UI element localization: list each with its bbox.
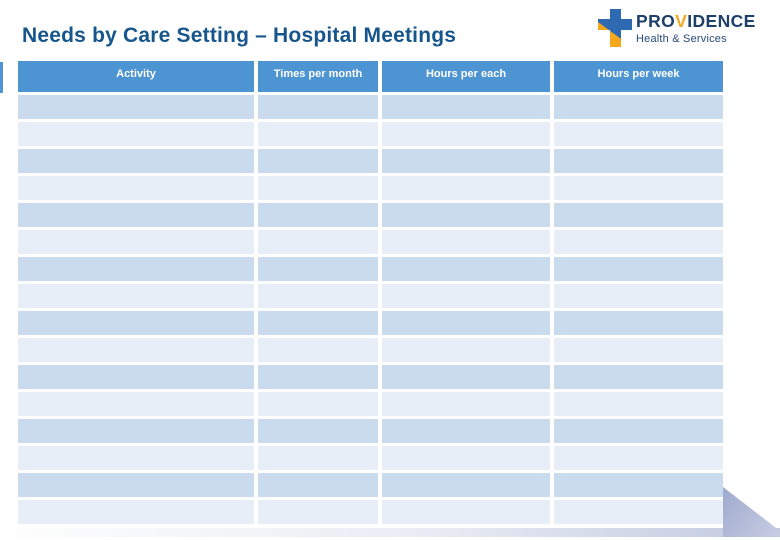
table-cell xyxy=(554,338,723,362)
table-cell xyxy=(258,203,378,227)
table-cell xyxy=(554,473,723,497)
table-cell xyxy=(258,311,378,335)
table-cell xyxy=(554,95,723,119)
bottom-gradient-band xyxy=(0,528,780,537)
table-cell xyxy=(554,419,723,443)
logo-tagline: Health & Services xyxy=(636,32,727,45)
table-cell xyxy=(18,338,254,362)
table-cell xyxy=(258,500,378,524)
table-cell xyxy=(18,392,254,416)
table-cell xyxy=(382,257,550,281)
table-cell xyxy=(18,500,254,524)
table-row xyxy=(18,149,723,173)
table-cell xyxy=(18,122,254,146)
table-row xyxy=(18,500,723,524)
meetings-table: Activity Times per month Hours per each Hou… xyxy=(18,61,723,527)
table-cell xyxy=(554,446,723,470)
logo-wordmark-pre: PRO xyxy=(636,11,676,31)
table-cell xyxy=(258,365,378,389)
table-row xyxy=(18,419,723,443)
table-cell xyxy=(18,419,254,443)
table-row xyxy=(18,203,723,227)
table-cell xyxy=(382,392,550,416)
table-cell xyxy=(18,284,254,308)
table-row xyxy=(18,230,723,254)
column-header-hours-per-each: Hours per each xyxy=(382,61,550,92)
table-cell xyxy=(382,230,550,254)
table-cell xyxy=(382,149,550,173)
table-cell xyxy=(18,95,254,119)
left-accent-bar xyxy=(0,62,3,93)
table-cell xyxy=(382,446,550,470)
table-cell xyxy=(554,392,723,416)
table-row xyxy=(18,95,723,119)
table-cell xyxy=(18,149,254,173)
table-cell xyxy=(382,176,550,200)
table-cell xyxy=(382,95,550,119)
table-cell xyxy=(258,122,378,146)
table-cell xyxy=(382,338,550,362)
table-cell xyxy=(554,176,723,200)
table-cell xyxy=(18,230,254,254)
providence-logo: PROVIDENCE Health & Services xyxy=(598,9,756,47)
corner-triangle-decoration xyxy=(723,487,780,537)
table-cell xyxy=(382,311,550,335)
table-row xyxy=(18,392,723,416)
providence-cross-icon xyxy=(598,9,632,47)
table-cell xyxy=(258,446,378,470)
table-header-row: Activity Times per month Hours per each Hou… xyxy=(18,61,723,92)
logo-wordmark: PROVIDENCE xyxy=(636,11,756,31)
table-cell xyxy=(382,473,550,497)
table-cell xyxy=(258,149,378,173)
table-cell xyxy=(18,365,254,389)
table-cell xyxy=(258,473,378,497)
table-cell xyxy=(382,419,550,443)
table-body xyxy=(18,95,723,524)
table-cell xyxy=(382,203,550,227)
table-row xyxy=(18,338,723,362)
table-cell xyxy=(382,500,550,524)
table-cell xyxy=(18,257,254,281)
table-cell xyxy=(18,473,254,497)
table-cell xyxy=(258,230,378,254)
table-cell xyxy=(258,176,378,200)
table-row xyxy=(18,176,723,200)
table-cell xyxy=(554,500,723,524)
table-row xyxy=(18,122,723,146)
table-cell xyxy=(554,122,723,146)
table-cell xyxy=(18,446,254,470)
table-cell xyxy=(382,365,550,389)
table-row xyxy=(18,257,723,281)
table-cell xyxy=(258,284,378,308)
table-cell xyxy=(554,230,723,254)
table-cell xyxy=(258,338,378,362)
logo-wordmark-post: IDENCE xyxy=(687,11,756,31)
table-cell xyxy=(258,257,378,281)
table-cell xyxy=(554,311,723,335)
table-cell xyxy=(382,284,550,308)
logo-wordmark-accent: V xyxy=(675,11,688,31)
table-cell xyxy=(258,392,378,416)
table-cell xyxy=(554,365,723,389)
table-row xyxy=(18,311,723,335)
table-row xyxy=(18,284,723,308)
table-cell xyxy=(554,149,723,173)
column-header-hours-per-week: Hours per week xyxy=(554,61,723,92)
logo-text-block: PROVIDENCE Health & Services xyxy=(636,11,756,45)
table-cell xyxy=(554,284,723,308)
table-cell xyxy=(554,203,723,227)
table-cell xyxy=(18,176,254,200)
table-cell xyxy=(382,122,550,146)
page-title: Needs by Care Setting – Hospital Meeting… xyxy=(22,24,457,47)
table-cell xyxy=(554,257,723,281)
table-cell xyxy=(18,311,254,335)
column-header-activity: Activity xyxy=(18,61,254,92)
table-row xyxy=(18,365,723,389)
column-header-times-per-month: Times per month xyxy=(258,61,378,92)
table-cell xyxy=(258,95,378,119)
table-cell xyxy=(258,419,378,443)
table-row xyxy=(18,473,723,497)
table-row xyxy=(18,446,723,470)
table-cell xyxy=(18,203,254,227)
